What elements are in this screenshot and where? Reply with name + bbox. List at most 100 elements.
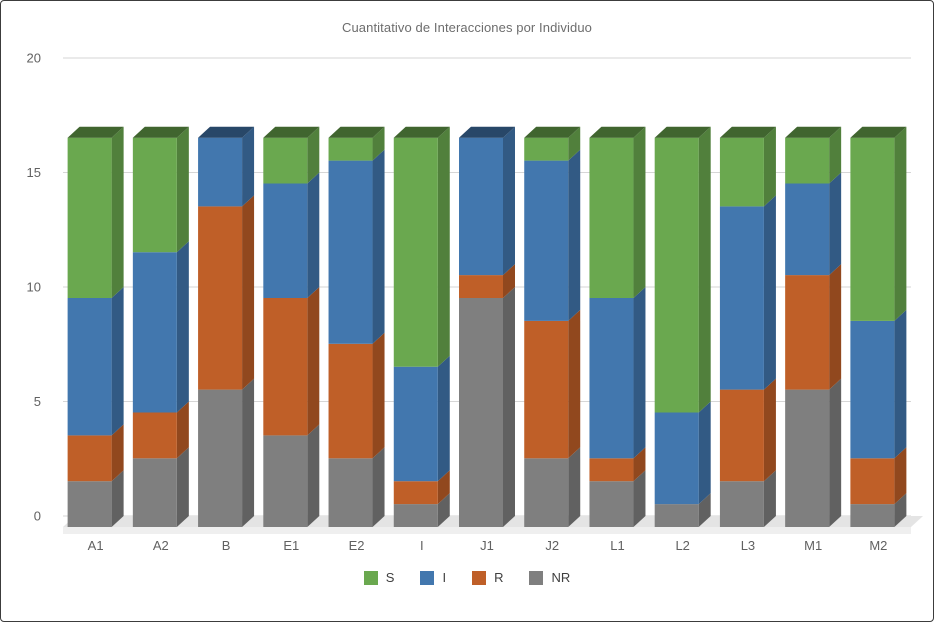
bar-segment xyxy=(67,137,112,298)
bar-segment-side xyxy=(829,126,842,184)
bar-segment xyxy=(328,137,373,161)
bar-segment-side xyxy=(307,126,320,184)
bar-segment-side xyxy=(242,126,255,207)
bar-segment xyxy=(785,137,830,184)
y-tick-label: 15 xyxy=(27,165,41,180)
bar-segment-side xyxy=(894,493,907,527)
bar-segment xyxy=(850,320,895,459)
bar-top xyxy=(719,126,776,138)
bar-segment xyxy=(654,412,699,505)
bar-segment xyxy=(524,458,569,527)
bar-segment-side xyxy=(176,126,189,253)
bar-segment xyxy=(654,137,699,413)
bar-segment xyxy=(785,275,830,390)
bar-top xyxy=(785,126,842,138)
legend-item-i: I xyxy=(420,570,446,585)
bar-segment-side xyxy=(763,378,776,482)
bar-segment-side xyxy=(307,287,320,436)
bar-segment xyxy=(589,298,634,459)
bar-segment-side xyxy=(437,355,450,482)
bar-segment xyxy=(67,435,112,482)
bar-segment-side xyxy=(698,401,711,505)
bar-segment xyxy=(850,137,895,321)
bar-segment-side xyxy=(829,264,842,390)
bar-segment xyxy=(589,481,634,527)
bar-segment-side xyxy=(568,126,581,161)
bar-segment-side xyxy=(633,287,646,459)
bar-segment-side xyxy=(503,264,515,298)
bar-segment-side xyxy=(763,470,776,527)
legend-swatch-s xyxy=(363,570,378,585)
chart-legend: S I R NR xyxy=(1,570,933,585)
bar-segment xyxy=(785,183,830,276)
bar-segment-side xyxy=(763,126,776,207)
chart-floor-edge xyxy=(63,527,911,534)
y-tick-label: 10 xyxy=(27,280,41,295)
bar-segment xyxy=(850,504,895,527)
bar-segment-side xyxy=(829,172,842,276)
bar-top xyxy=(850,126,907,138)
bar-segment-side xyxy=(437,493,450,527)
bar-segment-side xyxy=(568,149,581,321)
bar-segment-side xyxy=(372,332,385,459)
bar-segment-side xyxy=(829,378,842,527)
x-category-label: E2 xyxy=(349,538,365,553)
bar-top xyxy=(393,126,450,138)
bar-segment xyxy=(132,252,177,413)
bar-segment-side xyxy=(176,241,189,413)
x-category-label: M2 xyxy=(869,538,887,553)
bar-segment-side xyxy=(568,309,581,459)
bar-segment xyxy=(393,481,438,505)
bar-segment xyxy=(524,160,569,321)
y-tick-label: 20 xyxy=(27,51,41,66)
bar-segment xyxy=(328,343,373,459)
legend-item-r: R xyxy=(472,570,503,585)
bar-top xyxy=(589,126,646,138)
bar-segment-side xyxy=(111,424,124,482)
bar-segment xyxy=(459,275,503,298)
bar-segment xyxy=(263,137,308,184)
bar-segment-side xyxy=(503,126,515,276)
bar-segment xyxy=(393,137,438,367)
legend-swatch-nr xyxy=(529,570,544,585)
legend-label-nr: NR xyxy=(551,570,571,585)
bar-segment-side xyxy=(242,195,255,390)
y-tick-label: 0 xyxy=(34,509,41,524)
bar-segment xyxy=(198,389,243,527)
bar-segment xyxy=(263,183,308,298)
bar-segment xyxy=(393,504,438,527)
bar-segment xyxy=(524,137,569,161)
bar-segment-side xyxy=(503,287,515,527)
bar-segment-side xyxy=(437,470,450,505)
bar-segment-side xyxy=(242,378,255,527)
bar-segment xyxy=(524,320,569,459)
x-category-label: M1 xyxy=(804,538,822,553)
x-category-label: L2 xyxy=(675,538,689,553)
bar-segment-side xyxy=(111,470,124,527)
bar-segment-side xyxy=(437,126,450,367)
x-category-label: A1 xyxy=(88,538,104,553)
bar-segment xyxy=(132,412,177,459)
bar-segment-side xyxy=(111,126,124,298)
bar-segment xyxy=(393,366,438,482)
x-category-label: J1 xyxy=(480,538,494,553)
bar-segment-side xyxy=(372,149,385,344)
bar-segment xyxy=(263,435,308,527)
bar-segment-side xyxy=(698,493,711,527)
bar-segment xyxy=(67,298,112,436)
chart-title: Cuantitativo de Interacciones por Indivi… xyxy=(341,20,592,35)
bar-top xyxy=(524,126,581,138)
bar-segment-side xyxy=(698,126,711,413)
bar-segment-side xyxy=(633,470,646,527)
bar-segment xyxy=(328,160,373,344)
bar-segment xyxy=(719,389,764,482)
bar-segment-side xyxy=(176,401,189,459)
bar-segment-side xyxy=(894,126,907,321)
y-tick-label: 5 xyxy=(34,394,41,409)
x-category-label: I xyxy=(420,538,424,553)
x-category-label: J2 xyxy=(545,538,559,553)
legend-label-r: R xyxy=(494,570,504,585)
bar-segment xyxy=(459,298,503,527)
bar-segment-side xyxy=(894,309,907,459)
